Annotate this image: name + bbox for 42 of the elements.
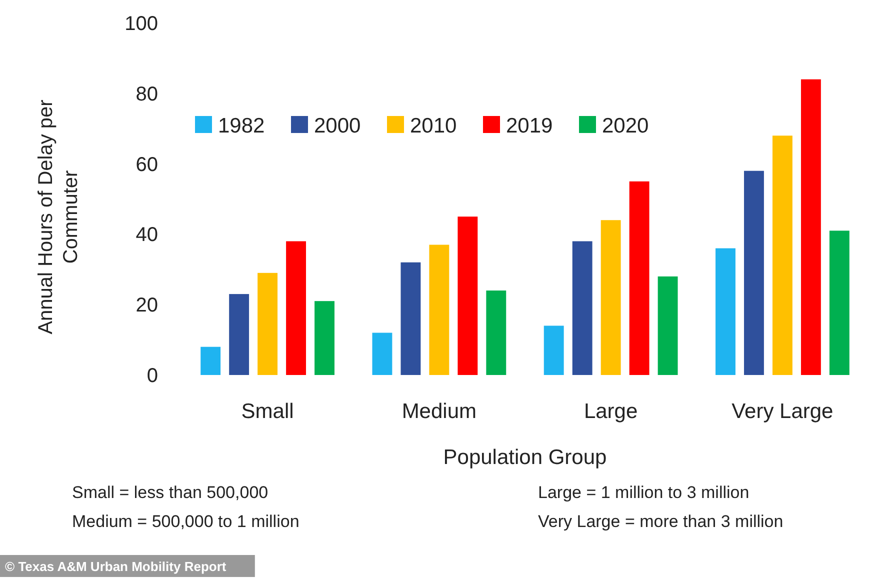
text: Small = less than 500,000: [72, 483, 268, 502]
y-tick-label: 60: [136, 154, 158, 176]
y-tick-label: 100: [124, 13, 158, 35]
bar: [286, 241, 306, 375]
bar: [744, 170, 764, 375]
legend-label: 2020: [602, 114, 649, 138]
bar: [544, 326, 564, 375]
y-axis-title: Annual Hours of Delay per Commuter: [35, 99, 82, 334]
bar: [372, 332, 392, 375]
bar: [200, 346, 221, 375]
x-tick-label: Very Large: [732, 400, 834, 423]
x-axis-title: Population Group: [443, 446, 607, 469]
y-tick-label: 40: [136, 224, 158, 246]
bar: [658, 276, 678, 375]
legend-label: 2019: [506, 114, 553, 138]
x-tick-label: Medium: [402, 400, 477, 423]
x-tick-label: Small: [241, 400, 294, 423]
bar: [772, 136, 792, 375]
text: Medium = 500,000 to 1 million: [72, 512, 300, 531]
bar: [229, 294, 250, 375]
bar: [486, 290, 506, 375]
y-tick-label: 0: [146, 365, 158, 387]
y-tick-label: 80: [136, 83, 158, 106]
bar: [258, 272, 278, 375]
text: Very Large = more than 3 million: [538, 512, 784, 531]
y-tick-label: 20: [136, 294, 158, 317]
bar: [629, 181, 650, 375]
bar: [800, 79, 821, 375]
bar: [314, 301, 334, 375]
text: © Texas A&M Urban Mobility Report: [5, 559, 227, 574]
bar: [716, 248, 736, 375]
bar: [458, 216, 478, 375]
bar: [829, 230, 850, 375]
text: Large = 1 million to 3 million: [538, 483, 750, 502]
legend-label: 2000: [314, 114, 361, 138]
bar: [600, 220, 621, 375]
bar: [429, 244, 450, 375]
legend-label: 1982: [218, 114, 265, 138]
bar: [572, 241, 592, 375]
bar: [400, 262, 421, 375]
legend-label: 2010: [410, 114, 457, 138]
x-tick-label: Large: [584, 400, 638, 423]
